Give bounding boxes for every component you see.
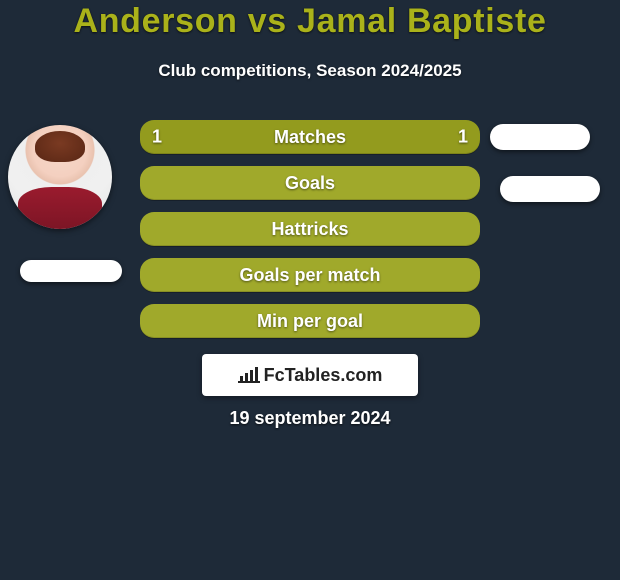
player-left-avatar [8, 125, 112, 229]
subtitle: Club competitions, Season 2024/2025 [0, 61, 620, 81]
stat-label: Matches [274, 127, 346, 148]
stat-label: Min per goal [257, 311, 363, 332]
stat-label: Hattricks [271, 219, 348, 240]
player-right-name-pill [490, 124, 590, 150]
comparison-card: Anderson vs Jamal Baptiste Club competit… [0, 0, 620, 580]
player-right-name-pill-2 [500, 176, 600, 202]
stat-row: Matches 1 1 [140, 120, 480, 154]
stat-row: Hattricks [140, 212, 480, 246]
bar-chart-icon [238, 367, 260, 383]
stat-left-value: 1 [152, 127, 162, 148]
stat-row: Goals [140, 166, 480, 200]
date-text: 19 september 2024 [0, 408, 620, 429]
stat-row: Goals per match [140, 258, 480, 292]
source-logo: FcTables.com [202, 354, 418, 396]
stat-row: Min per goal [140, 304, 480, 338]
source-logo-label: FcTables.com [264, 365, 383, 386]
stat-label: Goals per match [239, 265, 380, 286]
stat-right-value: 1 [458, 127, 468, 148]
page-title: Anderson vs Jamal Baptiste [0, 0, 620, 41]
stat-label: Goals [285, 173, 335, 194]
source-logo-text: FcTables.com [238, 365, 383, 386]
avatar-placeholder [8, 125, 112, 229]
player-left-name-pill [20, 260, 122, 282]
